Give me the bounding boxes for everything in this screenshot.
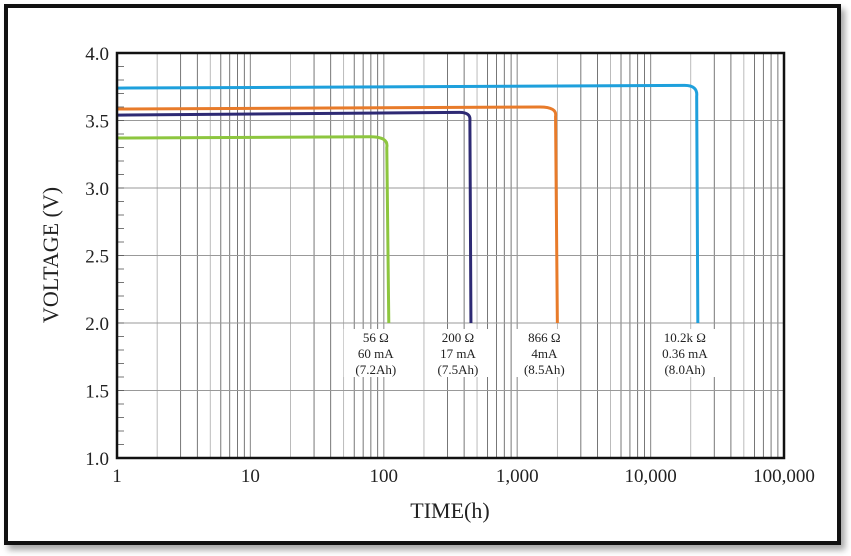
x-tick-label: 10 [241, 466, 260, 487]
series-annotation-3: (8.5Ah) [524, 362, 565, 377]
y-tick-label: 2.0 [85, 314, 109, 335]
x-tick-label: 100,000 [753, 466, 815, 487]
x-tick-label: 100 [370, 466, 399, 487]
series-annotation-3: 866 Ω [528, 330, 560, 345]
annotation-background [425, 361, 490, 377]
annotation-background [652, 329, 717, 345]
annotation-background [512, 361, 577, 377]
annotation-background [512, 345, 577, 361]
y-tick-label: 1.0 [85, 449, 109, 470]
annotation-background [652, 345, 717, 361]
series-annotation-4: (8.0Ah) [664, 362, 705, 377]
x-tick-label: 1 [112, 466, 122, 487]
chart-frame [4, 4, 841, 545]
series-annotation-1: (7.2Ah) [355, 362, 396, 377]
plot-border [115, 51, 786, 460]
y-tick-label: 3.5 [85, 112, 109, 133]
y-tick-label: 1.5 [85, 382, 109, 403]
annotation-background [343, 345, 408, 361]
y-tick-label: 2.5 [85, 247, 109, 268]
series-group [116, 83, 700, 324]
series-annotation-1: 56 Ω [363, 330, 389, 345]
series-annotation-2: (7.5Ah) [438, 362, 479, 377]
series-annotation-2: 200 Ω [442, 330, 474, 345]
annotations: 56 Ω60 mA(7.2Ah) 200 Ω17 mA(7.5Ah) 866 Ω4m… [343, 329, 717, 377]
annotation-background [425, 345, 490, 361]
x-tick-label: 1,000 [496, 466, 539, 487]
series-line-4 [116, 83, 700, 324]
annotation-background [512, 329, 577, 345]
tick-labels: 1 10 100 1,000 10,000 100,000 1.0 1.5 2.0 2.5 3.0 3… [85, 44, 815, 487]
series-line-1 [116, 135, 391, 324]
series-annotation-3: 4mA [531, 346, 558, 361]
x-tick-label: 10,000 [624, 466, 676, 487]
y-tick-label: 3.0 [85, 179, 109, 200]
annotation-background [343, 361, 408, 377]
y-axis-label: VOLTAGE (V) [38, 187, 63, 323]
series-annotation-2: 17 mA [440, 346, 476, 361]
series-line-2 [116, 110, 473, 324]
annotation-background [343, 329, 408, 345]
annotation-background [652, 361, 717, 377]
y-tick-label: 4.0 [85, 44, 109, 65]
series-annotation-4: 10.2k Ω [664, 330, 706, 345]
series-annotation-1: 60 mA [358, 346, 394, 361]
series-line-3 [116, 105, 559, 324]
series-annotation-4: 0.36 mA [662, 346, 708, 361]
x-axis-label: TIME(h) [410, 498, 489, 523]
annotation-background [425, 329, 490, 345]
